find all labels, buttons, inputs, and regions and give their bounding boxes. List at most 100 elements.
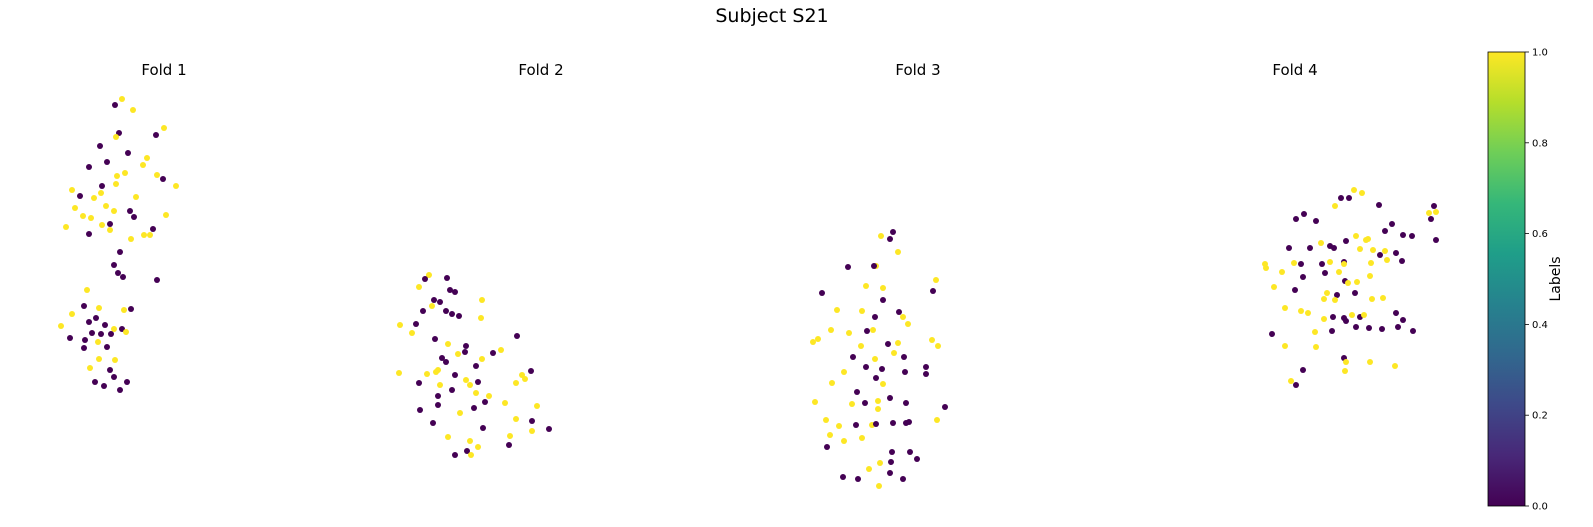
scatter-point — [452, 372, 458, 378]
scatter-point — [1279, 269, 1285, 275]
scatter-point — [1343, 318, 1349, 324]
scatter-point — [486, 393, 492, 399]
scatter-point — [1368, 260, 1374, 266]
colorbar-ticks: 0.0 0.2 0.4 0.6 0.8 1.0 — [1525, 48, 1548, 513]
scatter-point — [906, 419, 912, 425]
scatter-point — [1428, 216, 1434, 222]
scatter-point — [900, 314, 906, 320]
scatter-point — [1369, 296, 1375, 302]
scatter-point — [890, 420, 896, 426]
scatter-point — [58, 323, 64, 329]
scatter-point — [849, 401, 855, 407]
scatter-point — [113, 134, 119, 140]
scatter-point — [506, 442, 512, 448]
scatter-point — [1319, 261, 1325, 267]
scatter-point — [86, 231, 92, 237]
scatter-point — [63, 224, 69, 230]
scatter-point — [67, 335, 73, 341]
scatter-point — [1312, 329, 1318, 335]
scatter-point — [841, 438, 847, 444]
scatter-point — [112, 102, 118, 108]
scatter-point — [1433, 209, 1439, 215]
scatter-point — [895, 340, 901, 346]
scatter-point — [1353, 324, 1359, 330]
scatter-point — [490, 350, 496, 356]
scatter-point — [854, 389, 860, 395]
scatter-point — [111, 262, 117, 268]
scatter-point — [1313, 218, 1319, 224]
scatter-point — [84, 287, 90, 293]
scatter-point — [117, 249, 123, 255]
panel-fold-1: Fold 1 — [58, 61, 187, 393]
scatter-point — [431, 297, 437, 303]
scatter-point — [923, 364, 929, 370]
scatter-point — [443, 359, 449, 365]
scatter-point — [437, 299, 443, 305]
scatter-point — [1332, 297, 1338, 303]
scatter-point — [462, 349, 468, 355]
scatter-point — [836, 423, 842, 429]
scatter-point — [1341, 261, 1347, 267]
scatter-point — [452, 452, 458, 458]
scatter-point — [929, 337, 935, 343]
scatter-point — [144, 155, 150, 161]
scatter-point — [891, 350, 897, 356]
scatter-point — [479, 356, 485, 362]
colorbar-tick-label: 0.2 — [1532, 411, 1548, 422]
scatter-point — [859, 435, 865, 441]
scatter-point — [1352, 290, 1358, 296]
scatter-point — [426, 272, 432, 278]
scatter-point — [124, 379, 130, 385]
scatter-point — [1400, 232, 1406, 238]
scatter-point — [1384, 257, 1390, 263]
scatter-point — [1298, 261, 1304, 267]
panel-title: Fold 3 — [895, 61, 940, 79]
scatter-point — [87, 365, 93, 371]
scatter-point — [850, 354, 856, 360]
scatter-point — [99, 222, 105, 228]
scatter-point — [1322, 270, 1328, 276]
scatter-point — [1298, 308, 1304, 314]
scatter-point — [1354, 279, 1360, 285]
scatter-point — [452, 289, 458, 295]
scatter-point — [86, 164, 92, 170]
scatter-point — [1324, 290, 1330, 296]
scatter-point — [933, 277, 939, 283]
panel-fold-2: Fold 2 — [396, 61, 564, 458]
scatter-point — [1321, 316, 1327, 322]
scatter-point — [161, 125, 167, 131]
scatter-point — [1400, 317, 1406, 323]
scatter-point — [823, 417, 829, 423]
scatter-point — [880, 285, 886, 291]
scatter-point — [114, 173, 120, 179]
scatter-point — [113, 181, 119, 187]
scatter-point — [455, 351, 461, 357]
scatter-point — [133, 194, 139, 200]
scatter-point — [131, 214, 137, 220]
scatter-panels: Fold 1 Fold 2 Fold 3 Fold 4 — [58, 61, 1439, 489]
scatter-point — [529, 428, 535, 434]
scatter-point — [417, 407, 423, 413]
scatter-point — [420, 308, 426, 314]
scatter-point — [86, 319, 92, 325]
scatter-point — [480, 425, 486, 431]
scatter-point — [1343, 359, 1349, 365]
scatter-point — [475, 379, 481, 385]
figure-title: Subject S21 — [715, 5, 828, 27]
scatter-point — [445, 341, 451, 347]
scatter-point — [1433, 237, 1439, 243]
scatter-point — [1288, 378, 1294, 384]
scatter-point — [887, 395, 893, 401]
scatter-point — [467, 438, 473, 444]
scatter-point — [1263, 265, 1269, 271]
colorbar-tick-label: 0.8 — [1532, 138, 1548, 149]
scatter-point — [880, 381, 886, 387]
scatter-point — [413, 321, 419, 327]
scatter-point — [827, 432, 833, 438]
scatter-point — [416, 380, 422, 386]
scatter-point — [859, 308, 865, 314]
colorbar-tick-label: 0.6 — [1532, 229, 1548, 240]
scatter-point — [397, 322, 403, 328]
scatter-point — [930, 288, 936, 294]
